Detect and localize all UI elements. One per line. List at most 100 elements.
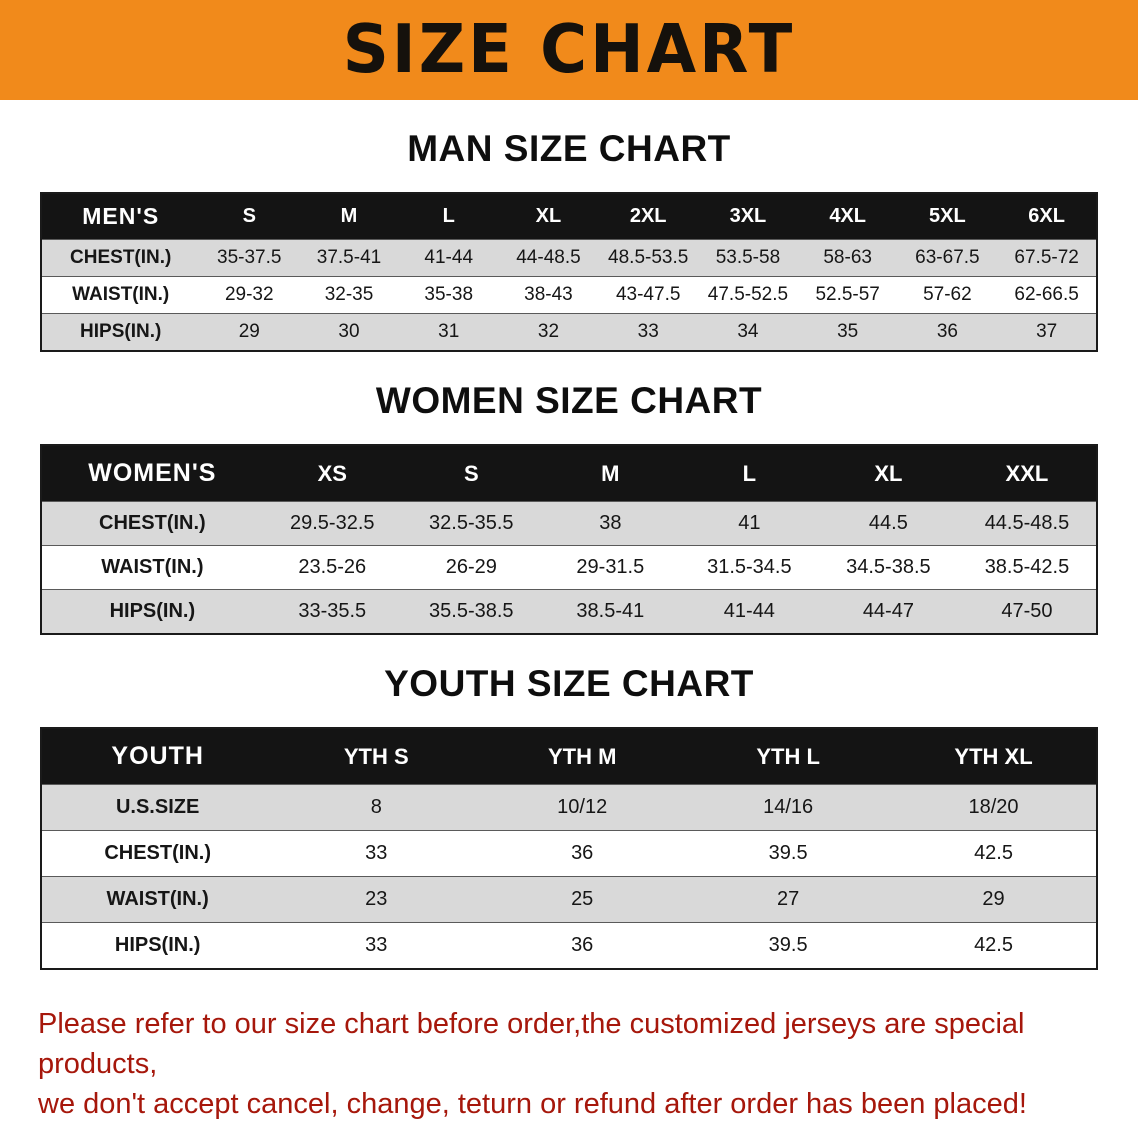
value-cell: 44.5 [818, 501, 958, 546]
value-cell: 42.5 [891, 830, 1097, 877]
value-cell: 29 [199, 313, 300, 351]
value-cell: 35-37.5 [199, 239, 300, 277]
value-cell: 44-48.5 [498, 239, 599, 277]
row-label-cell: CHEST(IN.) [41, 830, 274, 877]
value-cell: 42.5 [891, 922, 1097, 969]
size-header-cell: XL [498, 193, 599, 240]
value-cell: 25 [479, 876, 686, 923]
table-title-cell: YOUTH [41, 728, 274, 785]
size-header-cell: YTH S [273, 728, 480, 785]
value-cell: 38 [540, 501, 680, 546]
value-cell: 34.5-38.5 [818, 545, 958, 590]
table-row: U.S.SIZE 8 10/12 14/16 18/20 [41, 784, 1097, 831]
table-title-cell: MEN'S [41, 193, 200, 240]
size-header-cell: XL [818, 445, 958, 502]
value-cell: 29.5-32.5 [262, 501, 402, 546]
row-label-cell: WAIST(IN.) [41, 876, 274, 923]
size-header-cell: YTH L [685, 728, 892, 785]
value-cell: 29-31.5 [540, 545, 680, 590]
row-label-cell: WAIST(IN.) [41, 276, 200, 314]
value-cell: 32-35 [299, 276, 399, 314]
value-cell: 26-29 [401, 545, 541, 590]
value-cell: 30 [299, 313, 399, 351]
value-cell: 34 [698, 313, 798, 351]
value-cell: 33-35.5 [262, 589, 402, 634]
value-cell: 67.5-72 [997, 239, 1097, 277]
value-cell: 44.5-48.5 [957, 501, 1097, 546]
row-label-cell: U.S.SIZE [41, 784, 274, 831]
table-row: WAIST(IN.) 23.5-26 26-29 29-31.5 31.5-34.5 34… [41, 545, 1097, 590]
size-header-cell: S [199, 193, 300, 240]
value-cell: 35.5-38.5 [401, 589, 541, 634]
value-cell: 41-44 [679, 589, 819, 634]
value-cell: 48.5-53.5 [598, 239, 699, 277]
value-cell: 44-47 [818, 589, 958, 634]
youth-size-table: YOUTH YTH S YTH M YTH L YTH XL U.S.SIZE 8 10/12… [40, 727, 1098, 970]
table-row: HIPS(IN.) 29 30 31 32 33 34 35 36 37 [41, 313, 1097, 351]
value-cell: 23 [273, 876, 480, 923]
table-title-cell: WOMEN'S [41, 445, 263, 502]
value-cell: 57-62 [897, 276, 998, 314]
row-label-cell: HIPS(IN.) [41, 589, 263, 634]
value-cell: 27 [685, 876, 892, 923]
men-size-section: MAN SIZE CHART MEN'S S M L XL 2XL 3XL 4XL 5XL 6XL… [0, 128, 1138, 352]
value-cell: 38.5-42.5 [957, 545, 1097, 590]
disclaimer-line-2: we don't accept cancel, change, teturn o… [38, 1088, 1027, 1121]
value-cell: 31 [398, 313, 499, 351]
youth-section-heading: YOUTH SIZE CHART [384, 663, 754, 704]
row-label-cell: CHEST(IN.) [41, 501, 263, 546]
men-section-heading: MAN SIZE CHART [407, 128, 731, 169]
value-cell: 36 [479, 922, 686, 969]
value-cell: 8 [273, 784, 480, 831]
value-cell: 10/12 [479, 784, 686, 831]
size-header-cell: 2XL [598, 193, 699, 240]
value-cell: 58-63 [797, 239, 898, 277]
value-cell: 33 [598, 313, 699, 351]
banner-title: SIZE CHART [342, 11, 796, 89]
value-cell: 14/16 [685, 784, 892, 831]
size-header-cell: YTH M [479, 728, 686, 785]
disclaimer-line-1: Please refer to our size chart before or… [38, 1008, 1025, 1081]
table-row: WAIST(IN.) 29-32 32-35 35-38 38-43 43-47.5 47.… [41, 276, 1097, 314]
value-cell: 47.5-52.5 [698, 276, 798, 314]
size-header-cell: M [299, 193, 399, 240]
women-size-table: WOMEN'S XS S M L XL XXL CHEST(IN.) 29.5-32.5 32.5… [40, 444, 1098, 635]
size-header-cell: L [679, 445, 819, 502]
size-header-cell: S [401, 445, 541, 502]
value-cell: 36 [897, 313, 998, 351]
women-size-section: WOMEN SIZE CHART WOMEN'S XS S M L XL XXL CHEST(… [0, 380, 1138, 635]
size-header-cell: 5XL [897, 193, 998, 240]
value-cell: 37.5-41 [299, 239, 399, 277]
value-cell: 33 [273, 830, 480, 877]
size-header-cell: XXL [957, 445, 1097, 502]
value-cell: 35-38 [398, 276, 499, 314]
value-cell: 32 [498, 313, 599, 351]
value-cell: 35 [797, 313, 898, 351]
value-cell: 39.5 [685, 830, 892, 877]
table-header-row: WOMEN'S XS S M L XL XXL [41, 445, 1097, 502]
table-header-row: YOUTH YTH S YTH M YTH L YTH XL [41, 728, 1097, 785]
value-cell: 53.5-58 [698, 239, 798, 277]
value-cell: 63-67.5 [897, 239, 998, 277]
value-cell: 43-47.5 [598, 276, 699, 314]
table-row: HIPS(IN.) 33 36 39.5 42.5 [41, 922, 1097, 969]
men-size-table: MEN'S S M L XL 2XL 3XL 4XL 5XL 6XL CHEST(IN.) 35-37… [40, 192, 1098, 352]
value-cell: 38.5-41 [540, 589, 680, 634]
size-header-cell: 6XL [997, 193, 1097, 240]
size-header-cell: 3XL [698, 193, 798, 240]
value-cell: 36 [479, 830, 686, 877]
size-header-cell: 4XL [797, 193, 898, 240]
table-row: WAIST(IN.) 23 25 27 29 [41, 876, 1097, 923]
value-cell: 41 [679, 501, 819, 546]
table-row: CHEST(IN.) 35-37.5 37.5-41 41-44 44-48.5 48.5… [41, 239, 1097, 277]
value-cell: 29-32 [199, 276, 300, 314]
size-header-cell: M [540, 445, 680, 502]
value-cell: 41-44 [398, 239, 499, 277]
table-row: CHEST(IN.) 29.5-32.5 32.5-35.5 38 41 44.5 44.5… [41, 501, 1097, 546]
value-cell: 47-50 [957, 589, 1097, 634]
table-row: CHEST(IN.) 33 36 39.5 42.5 [41, 830, 1097, 877]
value-cell: 18/20 [891, 784, 1097, 831]
row-label-cell: CHEST(IN.) [41, 239, 200, 277]
disclaimer-text: Please refer to our size chart before or… [38, 1004, 1114, 1124]
table-row: HIPS(IN.) 33-35.5 35.5-38.5 38.5-41 41-44 44-… [41, 589, 1097, 634]
